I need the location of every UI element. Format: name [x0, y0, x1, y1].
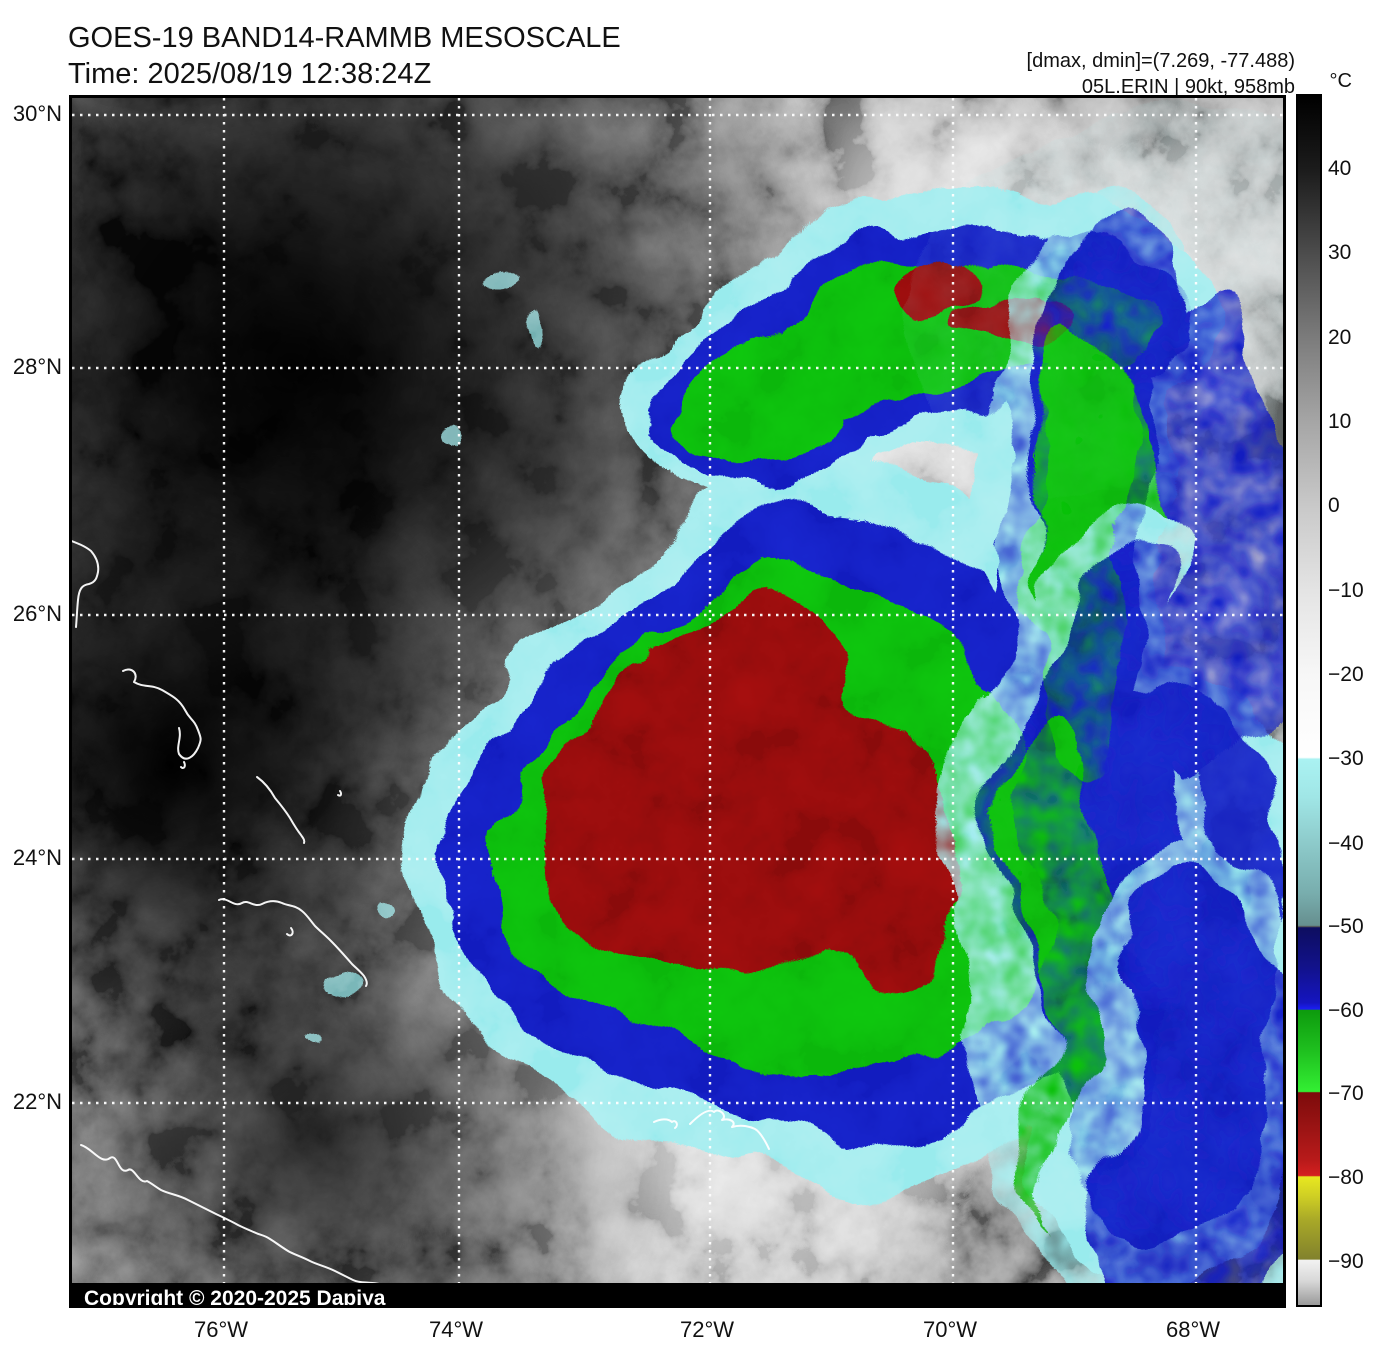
svg-text:Copyright © 2020-2025 Dapiya: Copyright © 2020-2025 Dapiya — [84, 1287, 386, 1308]
